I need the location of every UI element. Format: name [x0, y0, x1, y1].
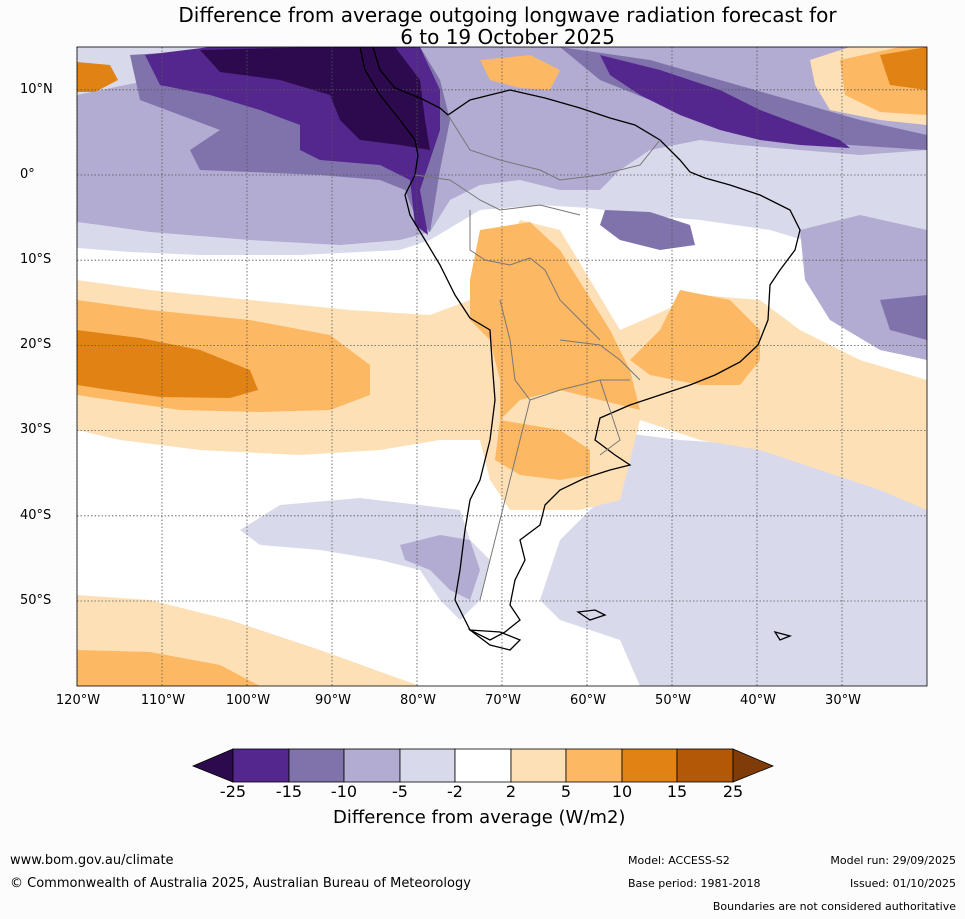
- colorbar-tick: -15: [275, 782, 303, 801]
- colorbar-segment: [399, 748, 456, 783]
- model-run-text: Model run: 29/09/2025: [830, 854, 956, 867]
- colorbar-segment: [232, 748, 290, 783]
- lon-label-120w: 120°W: [55, 693, 101, 708]
- colorbar-title: Difference from average (W/m2): [333, 807, 626, 828]
- country-borders: [414, 114, 661, 601]
- lat-label-20s: 20°S: [20, 337, 52, 352]
- field-purple-east-inner: [880, 295, 927, 340]
- field-light-purple-south-east: [540, 430, 927, 686]
- disclaimer-text: Boundaries are not considered authoritat…: [712, 900, 956, 913]
- lon-label-50w: 50°W: [655, 693, 691, 708]
- map-title-line2: 6 to 19 October 2025: [400, 25, 615, 49]
- lon-label-40w: 40°W: [740, 693, 776, 708]
- colorbar-tick: -25: [219, 782, 247, 801]
- colorbar-segment: [343, 748, 401, 783]
- south-america-coastline: [359, 47, 801, 641]
- colorbar-segment: [565, 748, 623, 783]
- lon-label-30w: 30°W: [825, 693, 861, 708]
- colorbar-arrow-low: [191, 748, 234, 783]
- colorbar-tick: -5: [392, 782, 408, 801]
- coastlines: [359, 47, 801, 651]
- field-orange-nw-spot: [77, 62, 118, 92]
- map-title: Difference from average outgoing longwav…: [0, 4, 965, 48]
- south-georgia: [773, 630, 793, 641]
- colorbar-tick: 15: [666, 782, 688, 801]
- falkland-islands: [576, 609, 607, 621]
- copyright-text: © Commonwealth of Australia 2025, Austra…: [10, 876, 471, 891]
- field-dark-orange-ne: [880, 47, 927, 90]
- field-dark-orange-pacific: [77, 330, 258, 398]
- colorbar-tick: 10: [611, 782, 633, 801]
- field-deepest-purple-north: [200, 47, 430, 150]
- colorbar-segment: [288, 748, 345, 783]
- field-purple-amazon: [600, 210, 695, 250]
- tierra-del-fuego: [467, 629, 522, 651]
- colorbar-tick: 25: [722, 782, 744, 801]
- colorbar-tick: 2: [505, 782, 517, 801]
- field-light-purple-south: [240, 498, 490, 620]
- lat-label-10s: 10°S: [20, 252, 52, 267]
- lon-label-90w: 90°W: [315, 693, 351, 708]
- lat-label-0: 0°: [20, 167, 35, 182]
- field-dark-purple-band-ne: [600, 55, 850, 148]
- colorbar-tick: 5: [560, 782, 572, 801]
- colorbar-segment: [454, 748, 512, 783]
- field-orange-caribbean: [480, 55, 560, 90]
- model-text: Model: ACCESS-S2: [628, 854, 730, 867]
- field-purple-patagonia: [400, 535, 480, 600]
- lon-label-110w: 110°W: [140, 693, 186, 708]
- base-period-text: Base period: 1981-2018: [628, 877, 761, 890]
- colorbar-tick: -2: [447, 782, 463, 801]
- lon-label-80w: 80°W: [400, 693, 436, 708]
- lon-label-70w: 70°W: [485, 693, 521, 708]
- colorbar-segment: [676, 748, 734, 783]
- map-title-line1: Difference from average outgoing longwav…: [178, 3, 837, 27]
- colorbar-segment: [510, 748, 567, 783]
- lon-label-100w: 100°W: [225, 693, 271, 708]
- field-orange-sw-inner: [77, 650, 260, 686]
- lat-label-30s: 30°S: [20, 422, 52, 437]
- field-orange-continent: [470, 222, 640, 420]
- lon-label-60w: 60°W: [570, 693, 606, 708]
- lat-label-40s: 40°S: [20, 508, 52, 523]
- lat-label-50s: 50°S: [20, 593, 52, 608]
- colorbar-segment: [621, 748, 678, 783]
- field-orange-southeast: [495, 420, 590, 480]
- map-frame: [76, 46, 928, 687]
- website-link[interactable]: www.bom.gov.au/climate: [10, 853, 174, 868]
- issued-text: Issued: 01/10/2025: [849, 877, 956, 890]
- colorbar-tick: -10: [330, 782, 358, 801]
- colorbar-arrow-high: [732, 748, 775, 783]
- lat-label-10n: 10°N: [20, 82, 53, 97]
- field-orange-east-brazil: [630, 290, 760, 385]
